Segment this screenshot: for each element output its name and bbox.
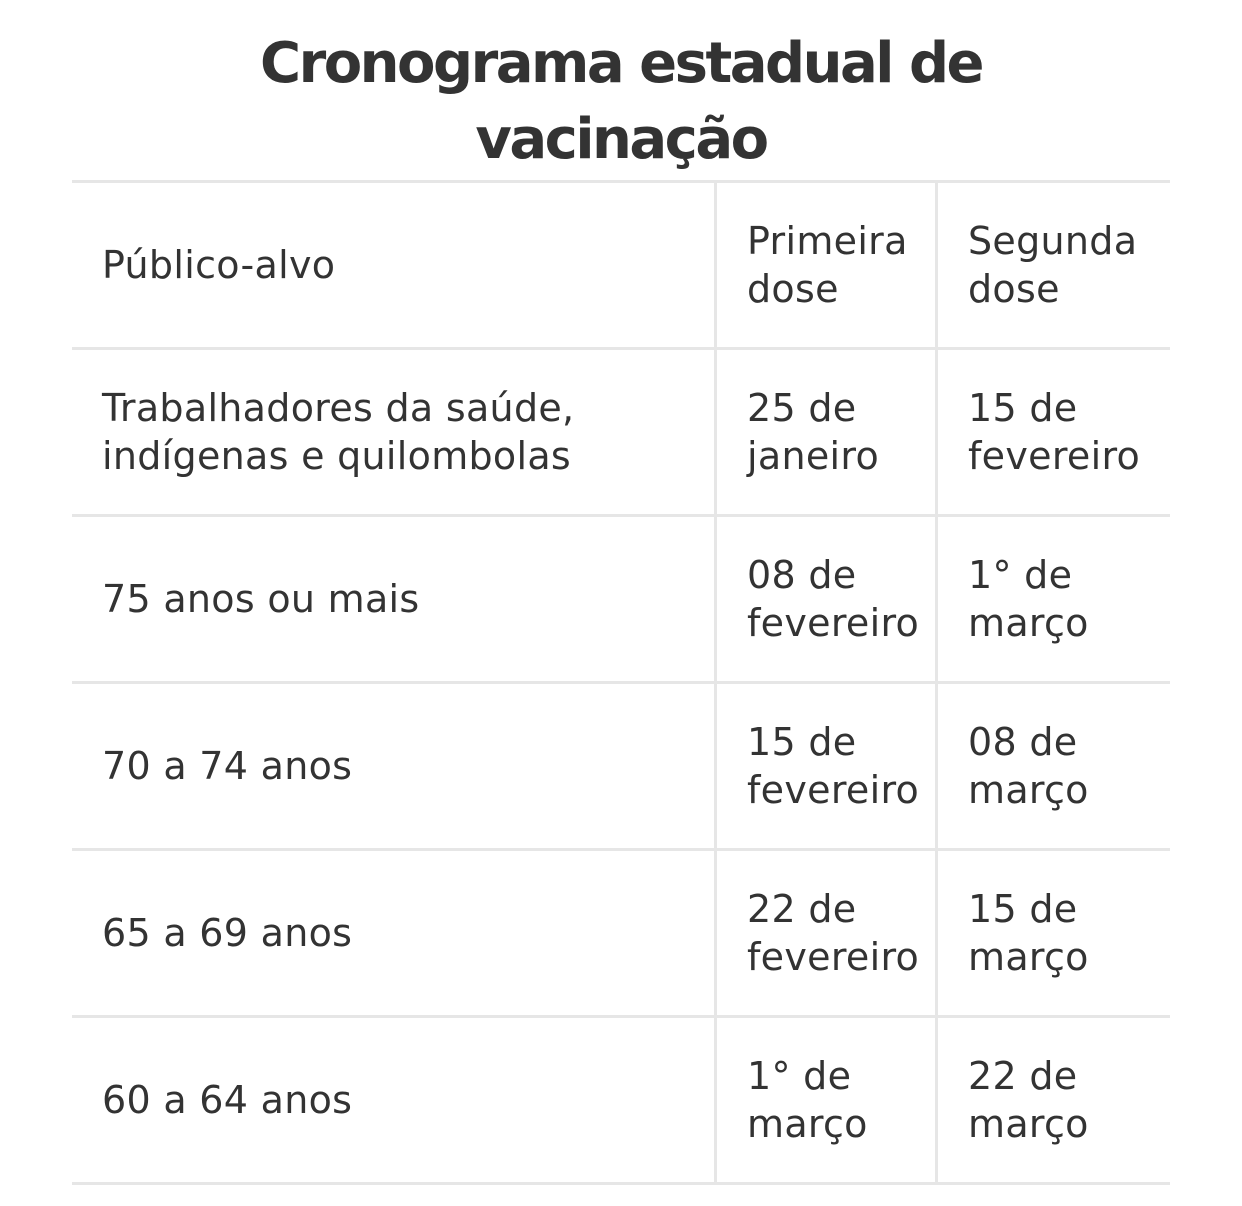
cell-segunda-dose-text: 08 de março <box>968 720 1089 812</box>
header-publico-alvo: Público-alvo <box>72 180 716 350</box>
table-row: Trabalhadores da saúde, indígenas e quil… <box>72 347 1170 517</box>
header-primeira-dose-label: Primeira dose <box>747 219 908 311</box>
cell-publico: Trabalhadores da saúde, indígenas e quil… <box>72 347 716 517</box>
cell-primeira-dose: 08 de fevereiro <box>714 514 937 684</box>
header-segunda-dose-label: Segunda dose <box>968 219 1138 311</box>
cell-segunda-dose-text: 15 de fevereiro <box>968 386 1141 478</box>
page-title: Cronograma estadual de vacinação <box>0 26 1242 178</box>
cell-segunda-dose: 22 de março <box>935 1015 1170 1185</box>
title-line-2: vacinação <box>475 107 769 172</box>
cell-publico: 70 a 74 anos <box>72 681 716 851</box>
cell-segunda-dose-text: 22 de março <box>968 1054 1089 1146</box>
header-primeira-dose: Primeira dose <box>714 180 937 350</box>
cell-primeira-dose: 1° de março <box>714 1015 937 1185</box>
cell-segunda-dose-text: 15 de março <box>968 887 1089 979</box>
cell-segunda-dose: 15 de março <box>935 848 1170 1018</box>
cell-primeira-dose: 15 de fevereiro <box>714 681 937 851</box>
table-row: 60 a 64 anos 1° de março 22 de março <box>72 1015 1170 1185</box>
table-row: 65 a 69 anos 22 de fevereiro 15 de março <box>72 848 1170 1018</box>
vaccination-schedule-table: Público-alvo Primeira dose Segunda dose … <box>72 180 1170 1185</box>
cell-segunda-dose-text: 1° de março <box>968 553 1089 645</box>
cell-primeira-dose-text: 15 de fevereiro <box>747 720 920 812</box>
cell-segunda-dose: 08 de março <box>935 681 1170 851</box>
header-segunda-dose: Segunda dose <box>935 180 1170 350</box>
cell-primeira-dose-text: 25 de janeiro <box>747 386 880 478</box>
table-row: 70 a 74 anos 15 de fevereiro 08 de março <box>72 681 1170 851</box>
cell-primeira-dose-text: 1° de março <box>747 1054 868 1146</box>
cell-primeira-dose-text: 08 de fevereiro <box>747 553 920 645</box>
cell-publico: 65 a 69 anos <box>72 848 716 1018</box>
header-publico-alvo-label: Público-alvo <box>102 243 336 287</box>
cell-publico: 60 a 64 anos <box>72 1015 716 1185</box>
table-header-row: Público-alvo Primeira dose Segunda dose <box>72 180 1170 350</box>
table-row: 75 anos ou mais 08 de fevereiro 1° de ma… <box>72 514 1170 684</box>
cell-primeira-dose-text: 22 de fevereiro <box>747 887 920 979</box>
cell-segunda-dose: 1° de março <box>935 514 1170 684</box>
title-line-1: Cronograma estadual de <box>259 31 985 96</box>
cell-publico: 75 anos ou mais <box>72 514 716 684</box>
cell-primeira-dose: 22 de fevereiro <box>714 848 937 1018</box>
cell-primeira-dose: 25 de janeiro <box>714 347 937 517</box>
cell-segunda-dose: 15 de fevereiro <box>935 347 1170 517</box>
